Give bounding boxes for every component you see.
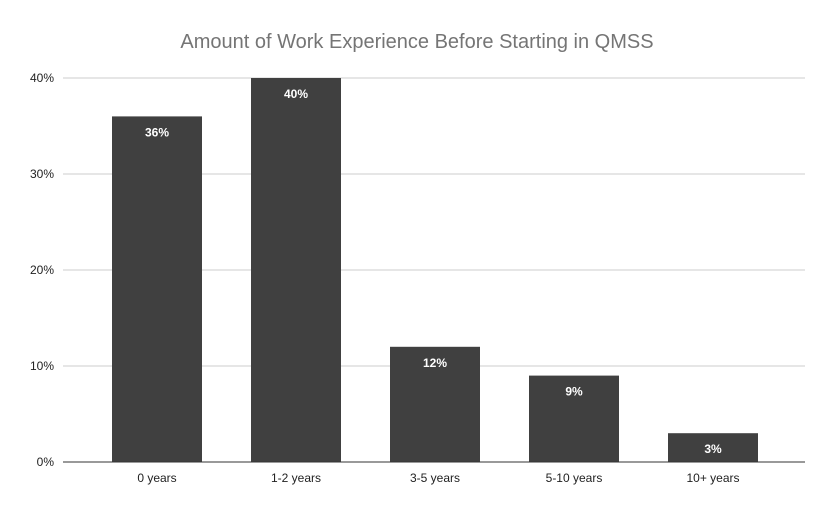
y-tick-label: 40% <box>30 71 54 85</box>
y-tick-label: 10% <box>30 359 54 373</box>
x-axis-tick-labels: 0 years 1-2 years 3-5 years 5-10 years 10+ y… <box>137 471 739 485</box>
bar <box>668 433 758 462</box>
bar <box>529 375 619 462</box>
bar-value-label: 12% <box>423 356 447 370</box>
x-tick-label: 10+ years <box>686 471 739 485</box>
chart-title: Amount of Work Experience Before Startin… <box>180 31 653 53</box>
y-tick-label: 30% <box>30 167 54 181</box>
bar <box>112 116 202 463</box>
bar-value-label: 36% <box>145 125 169 139</box>
bar-value-label: 3% <box>704 442 722 456</box>
y-tick-label: 20% <box>30 263 54 277</box>
data-labels: 36% 40% 12% 9% 3% <box>145 87 722 456</box>
bar <box>390 346 480 462</box>
x-tick-label: 0 years <box>137 471 176 485</box>
bar-value-label: 9% <box>565 385 583 399</box>
bar-value-label: 40% <box>284 87 308 101</box>
x-tick-label: 3-5 years <box>410 471 460 485</box>
y-tick-label: 0% <box>37 455 55 469</box>
x-tick-label: 5-10 years <box>546 471 603 485</box>
bar <box>251 78 341 462</box>
x-tick-label: 1-2 years <box>271 471 321 485</box>
bars <box>112 78 758 463</box>
y-axis-tick-labels: 0% 10% 20% 30% 40% <box>30 71 54 469</box>
